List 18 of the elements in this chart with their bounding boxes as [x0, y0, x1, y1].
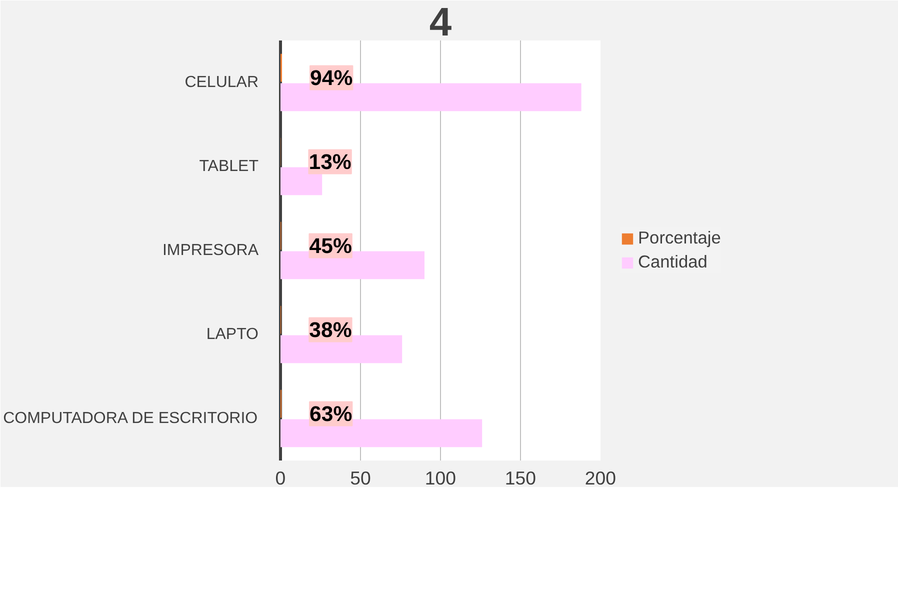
x-tick-label: 150	[504, 468, 536, 488]
data-label: 13%	[308, 150, 352, 174]
chart-title: 4	[429, 0, 452, 44]
y-tick-label: LAPTO	[206, 326, 258, 343]
x-tick-label: 50	[350, 468, 371, 488]
data-label: 45%	[309, 234, 352, 258]
y-tick-label: TABLET	[199, 158, 259, 175]
x-tick-label: 100	[424, 468, 456, 488]
x-tick-label: 200	[584, 468, 616, 488]
y-tick-label: COMPUTADORA DE ESCRITORIO	[3, 410, 258, 427]
x-tick-label: 0	[275, 468, 286, 488]
y-tick-label: IMPRESORA	[162, 242, 259, 259]
data-label: 38%	[309, 318, 352, 342]
y-tick-label: CELULAR	[184, 74, 259, 91]
legend-label: Porcentaje	[638, 228, 721, 248]
data-label: 63%	[310, 402, 352, 426]
data-label: 94%	[310, 66, 353, 90]
legend-label: Cantidad	[638, 252, 708, 272]
